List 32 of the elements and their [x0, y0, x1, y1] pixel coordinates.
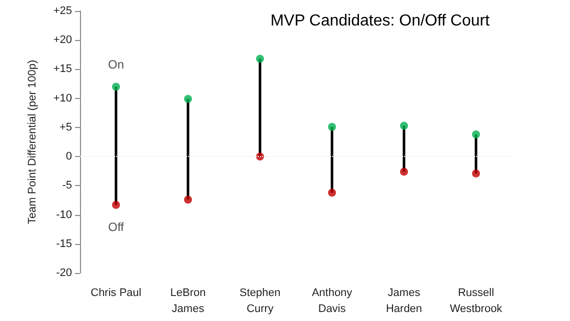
point: [472, 130, 480, 138]
y-tick-label: +25: [53, 5, 72, 17]
point: [184, 94, 192, 103]
y-tick-label: -15: [56, 238, 72, 250]
y-tick-label: 0: [66, 150, 72, 163]
y-tick-label: -20: [56, 267, 72, 279]
x-tick-label: James Harden: [386, 287, 422, 315]
y-tick-label: +10: [53, 92, 72, 104]
point: [400, 168, 408, 176]
point: [400, 122, 408, 130]
x-tick-label: Anthony Davis: [312, 287, 353, 315]
point: [256, 152, 264, 161]
x-tick-label: LeBron James: [170, 287, 206, 315]
y-tick-label: +5: [59, 121, 72, 134]
chart-title: MVP Candidates: On/Off Court: [270, 12, 490, 30]
point: [472, 169, 480, 178]
point: [256, 54, 264, 63]
series-label: Off: [108, 220, 125, 234]
point: [328, 188, 336, 197]
y-tick-label: +20: [53, 34, 72, 46]
y-tick-label: -10: [56, 208, 72, 221]
y-tick-label: +15: [53, 63, 72, 76]
y-axis-title: Team Point Differential (per 100p): [26, 60, 38, 224]
y-tick-label: -5: [62, 180, 72, 192]
point: [112, 200, 120, 209]
x-tick-label: Russell Westbrook: [450, 287, 503, 315]
series-label: On: [108, 58, 124, 72]
point: [184, 196, 192, 204]
x-tick-label: Chris Paul: [90, 287, 142, 299]
point: [328, 122, 336, 131]
x-tick-label: Stephen Curry: [240, 287, 280, 315]
point: [112, 82, 120, 91]
